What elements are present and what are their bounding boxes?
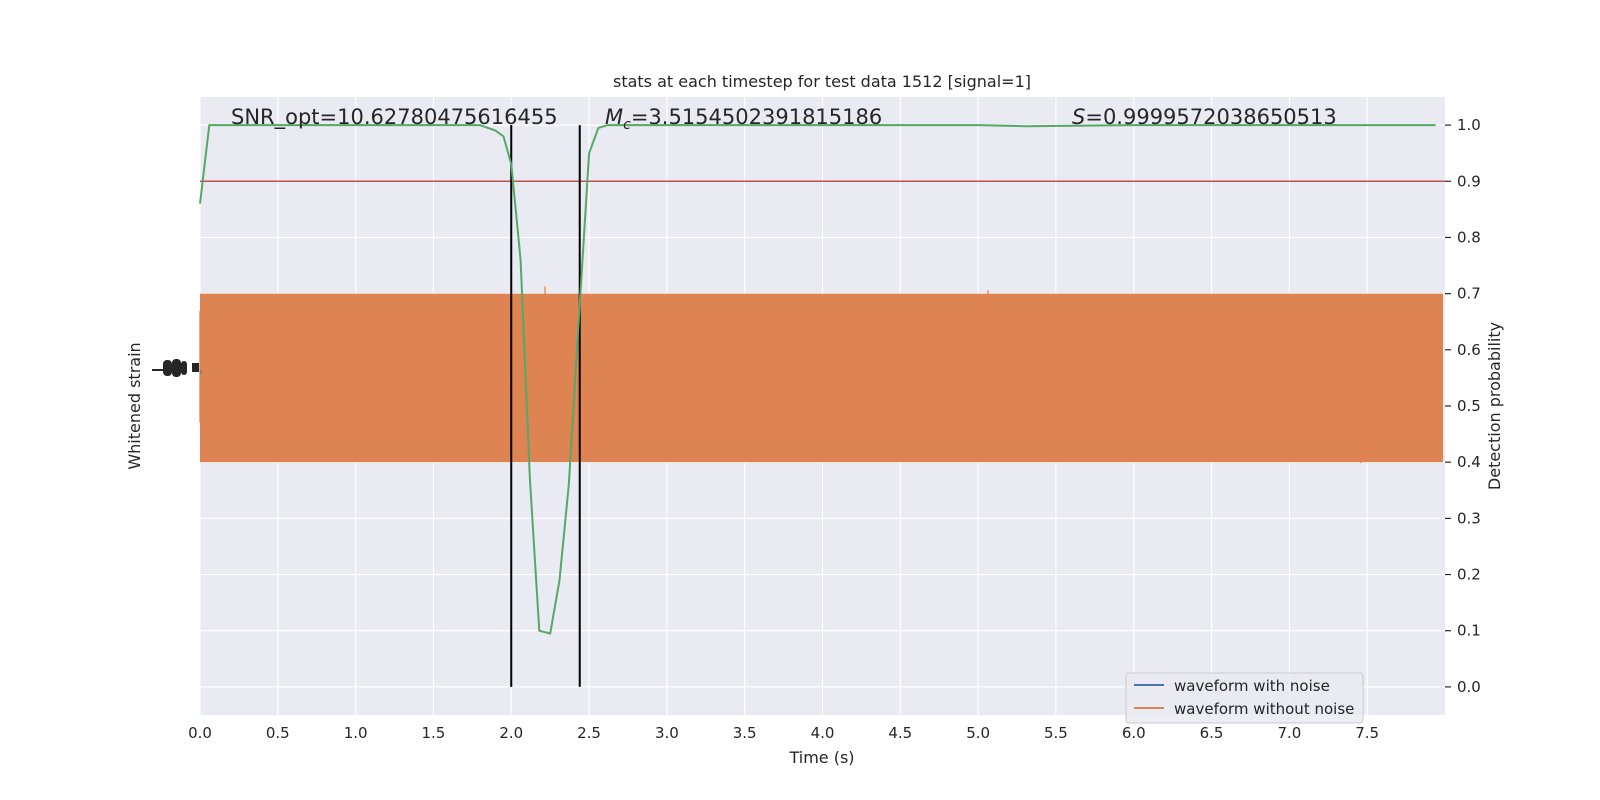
legend-label-with-noise: waveform with noise: [1174, 677, 1330, 695]
y-tick-label: 0.2: [1457, 566, 1481, 584]
mc-value: =3.5154502391815186: [631, 105, 882, 129]
mc-subscript: c: [623, 117, 631, 133]
x-tick-label: 5.5: [1044, 724, 1068, 742]
legend-label-without-noise: waveform without noise: [1174, 700, 1354, 718]
x-tick-label: 1.0: [344, 724, 368, 742]
y-tick-label: 0.9: [1457, 172, 1481, 190]
left-y-axis-title: Whitened strain: [125, 342, 144, 469]
strain-waveform-without-noise: [199, 286, 1443, 464]
y-tick-label: 0.7: [1457, 285, 1481, 303]
y-tick-label: 0.5: [1457, 397, 1481, 415]
right-y-axis-title: Detection probability: [1485, 322, 1504, 490]
strain-trace: [199, 286, 1443, 464]
x-tick-label: 3.5: [733, 724, 757, 742]
x-tick-label: 1.5: [422, 724, 446, 742]
x-tick-label: 6.0: [1122, 724, 1146, 742]
mc-symbol: M: [605, 105, 623, 129]
x-tick-label: 7.5: [1355, 724, 1379, 742]
y-tick-label: 1.0: [1457, 116, 1481, 134]
x-tick-label: 7.0: [1277, 724, 1301, 742]
x-tick-label: 2.5: [577, 724, 601, 742]
chirp-mass-annotation: Mc=3.5154502391815186: [605, 105, 882, 133]
x-tick-label: 2.0: [499, 724, 523, 742]
y-tick-label: 0.3: [1457, 509, 1481, 527]
y-tick-label: 0.8: [1457, 228, 1481, 246]
x-axis-title: Time (s): [788, 748, 854, 767]
axes: 0.0 0.5 1.0 1.5 2.0 2.5 3.0 3.5 4.0 4.5 5.0 5.5 6.0 6…: [188, 116, 1481, 742]
legend: waveform with noise waveform without noi…: [1125, 672, 1364, 724]
y-tick-label: 0.6: [1457, 341, 1481, 359]
y-tick-label: 0.1: [1457, 622, 1481, 640]
left-axis-overlapping-ticks: [152, 359, 199, 377]
overlays: [199, 124, 1445, 687]
detection-probability-line: [199, 124, 1436, 635]
s-symbol: S: [1072, 105, 1085, 129]
x-tick-label: 3.0: [655, 724, 679, 742]
y-tick-label: 0.4: [1457, 453, 1481, 471]
detection-statistic-annotation: S=0.9999572038650513: [1072, 105, 1337, 129]
x-tick-label: 0.0: [188, 724, 212, 742]
x-tick-label: 4.5: [888, 724, 912, 742]
y-tick-label: 0.0: [1457, 678, 1481, 696]
chart-title: stats at each timestep for test data 151…: [613, 72, 1031, 91]
x-tick-label: 6.5: [1200, 724, 1224, 742]
s-value: =0.9999572038650513: [1085, 105, 1336, 129]
x-tick-label: 5.0: [966, 724, 990, 742]
legend-box: [1125, 672, 1364, 724]
x-tick-label: 0.5: [266, 724, 290, 742]
snr-annotation: SNR_opt=10.62780475616455: [231, 105, 558, 130]
x-tick-label: 4.0: [811, 724, 835, 742]
